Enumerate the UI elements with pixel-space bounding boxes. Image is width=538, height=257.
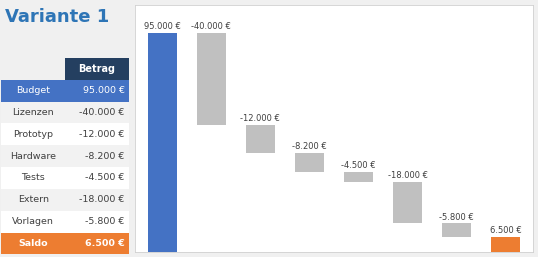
Bar xyxy=(147,33,177,252)
Text: Saldo: Saldo xyxy=(18,239,48,248)
Text: -12.000 €: -12.000 € xyxy=(80,130,125,139)
Text: Vorlagen: Vorlagen xyxy=(12,217,54,226)
Bar xyxy=(65,58,129,80)
Text: -40.000 €: -40.000 € xyxy=(80,108,125,117)
Text: Tests: Tests xyxy=(22,173,45,182)
Bar xyxy=(393,182,422,224)
Bar xyxy=(65,233,129,254)
Bar xyxy=(65,211,129,233)
Text: -5.800 €: -5.800 € xyxy=(86,217,125,226)
Bar xyxy=(1,211,65,233)
Text: 6.500 €: 6.500 € xyxy=(490,226,521,235)
Text: Betrag: Betrag xyxy=(79,64,115,74)
Bar xyxy=(65,167,129,189)
Text: 95.000 €: 95.000 € xyxy=(83,86,125,95)
Text: -4.500 €: -4.500 € xyxy=(341,161,376,170)
Text: 6.500 €: 6.500 € xyxy=(85,239,125,248)
Bar xyxy=(1,145,65,167)
Text: -4.500 €: -4.500 € xyxy=(86,173,125,182)
Text: Hardware: Hardware xyxy=(10,152,56,161)
Bar xyxy=(65,145,129,167)
Bar xyxy=(65,123,129,145)
Text: -8.200 €: -8.200 € xyxy=(86,152,125,161)
Bar xyxy=(295,153,324,172)
Bar xyxy=(65,189,129,211)
Text: -5.800 €: -5.800 € xyxy=(439,213,474,222)
Bar xyxy=(246,125,275,153)
Bar xyxy=(1,189,65,211)
Text: Variante 1: Variante 1 xyxy=(5,8,109,26)
Bar xyxy=(442,224,471,237)
Bar xyxy=(197,33,226,125)
Text: -40.000 €: -40.000 € xyxy=(192,22,231,31)
Text: 95.000 €: 95.000 € xyxy=(144,22,181,31)
Bar xyxy=(344,172,373,182)
Bar xyxy=(1,123,65,145)
Bar xyxy=(491,237,520,252)
Text: Lizenzen: Lizenzen xyxy=(12,108,54,117)
Text: -8.200 €: -8.200 € xyxy=(292,142,327,151)
Bar xyxy=(65,102,129,123)
Bar xyxy=(1,233,65,254)
Bar xyxy=(1,80,65,102)
Text: Extern: Extern xyxy=(18,195,48,204)
Text: Budget: Budget xyxy=(16,86,50,95)
Bar xyxy=(65,80,129,102)
Text: -12.000 €: -12.000 € xyxy=(240,114,280,123)
Text: Prototyp: Prototyp xyxy=(13,130,53,139)
Bar xyxy=(1,102,65,123)
Bar xyxy=(1,167,65,189)
Text: -18.000 €: -18.000 € xyxy=(387,171,428,180)
Text: -18.000 €: -18.000 € xyxy=(80,195,125,204)
Bar xyxy=(1,58,65,80)
